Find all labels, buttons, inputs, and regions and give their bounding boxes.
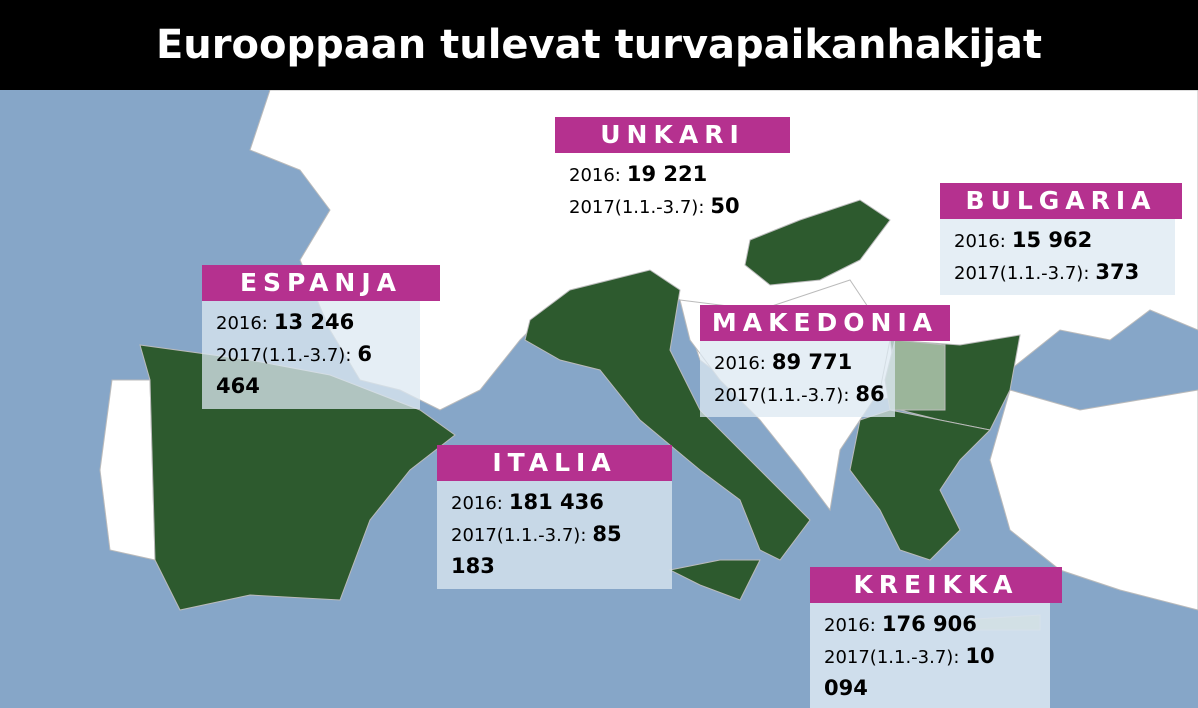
stat-row: 2016: 176 906 [824, 609, 1036, 641]
country-stats: 2016: 19 221 2017(1.1.-3.7): 50 [555, 153, 740, 229]
country-name: ESPANJA [202, 265, 440, 301]
stat-row: 2017(1.1.-3.7): 10 094 [824, 641, 1036, 705]
country-stats: 2016: 13 246 2017(1.1.-3.7): 6 464 [202, 301, 420, 409]
stat-label: 2017(1.1.-3.7): [954, 263, 1090, 284]
stat-row: 2017(1.1.-3.7): 86 [714, 379, 885, 411]
stat-label: 2016: [824, 615, 876, 636]
hungary [744, 199, 891, 286]
stat-value: 89 771 [771, 350, 853, 374]
stat-value: 10 094 [824, 644, 995, 700]
country-name: ITALIA [437, 445, 672, 481]
italy [524, 269, 811, 561]
stat-row: 2016: 19 221 [569, 159, 726, 191]
stat-label: 2017(1.1.-3.7): [714, 385, 850, 406]
stat-label: 2016: [569, 165, 621, 186]
country-box: MAKEDONIA 2016: 89 771 2017(1.1.-3.7): 86 [700, 305, 950, 417]
stat-row: 2016: 13 246 [216, 307, 406, 339]
stat-value: 15 962 [1011, 228, 1093, 252]
stat-label: 2016: [451, 493, 503, 514]
stat-value: 86 [855, 382, 885, 406]
stat-row: 2017(1.1.-3.7): 6 464 [216, 339, 406, 403]
stat-row: 2016: 181 436 [451, 487, 658, 519]
stat-value: 176 906 [881, 612, 977, 636]
stat-label: 2016: [714, 353, 766, 374]
country-box: ESPANJA 2016: 13 246 2017(1.1.-3.7): 6 464 [202, 265, 440, 409]
country-box: KREIKKA 2016: 176 906 2017(1.1.-3.7): 10 094 [810, 567, 1062, 708]
stat-row: 2017(1.1.-3.7): 50 [569, 191, 740, 223]
stat-label: 2017(1.1.-3.7): [216, 345, 352, 366]
country-box: ITALIA 2016: 181 436 2017(1.1.-3.7): 85 183 [437, 445, 672, 589]
stat-row: 2017(1.1.-3.7): 85 183 [451, 519, 658, 583]
stat-row: 2016: 15 962 [954, 225, 1161, 257]
stat-value: 13 246 [273, 310, 355, 334]
stat-value: 6 464 [216, 342, 373, 398]
country-box: UNKARI 2016: 19 221 2017(1.1.-3.7): 50 [555, 117, 790, 229]
country-stats: 2016: 15 962 2017(1.1.-3.7): 373 [940, 219, 1175, 295]
stat-value: 19 221 [626, 162, 708, 186]
country-stats: 2016: 89 771 2017(1.1.-3.7): 86 [700, 341, 895, 417]
country-name: KREIKKA [810, 567, 1062, 603]
title: Eurooppaan tulevat turvapaikanhakijat [0, 0, 1198, 90]
country-name: BULGARIA [940, 183, 1182, 219]
stat-label: 2016: [954, 231, 1006, 252]
sicily [668, 559, 761, 601]
country-box: BULGARIA 2016: 15 962 2017(1.1.-3.7): 373 [940, 183, 1182, 295]
stat-row: 2016: 89 771 [714, 347, 881, 379]
portugal [99, 379, 156, 561]
stat-row: 2017(1.1.-3.7): 373 [954, 257, 1161, 289]
stat-value: 181 436 [508, 490, 604, 514]
greece [849, 409, 992, 561]
country-stats: 2016: 176 906 2017(1.1.-3.7): 10 094 [810, 603, 1050, 708]
country-name: MAKEDONIA [700, 305, 950, 341]
stat-value: 50 [710, 194, 740, 218]
turkey [989, 389, 1198, 611]
country-name: UNKARI [555, 117, 790, 153]
stat-label: 2016: [216, 313, 268, 334]
country-stats: 2016: 181 436 2017(1.1.-3.7): 85 183 [437, 481, 672, 589]
stat-label: 2017(1.1.-3.7): [569, 197, 705, 218]
stat-value: 85 183 [451, 522, 622, 578]
stat-label: 2017(1.1.-3.7): [451, 525, 587, 546]
stat-value: 373 [1095, 260, 1140, 284]
stat-label: 2017(1.1.-3.7): [824, 647, 960, 668]
